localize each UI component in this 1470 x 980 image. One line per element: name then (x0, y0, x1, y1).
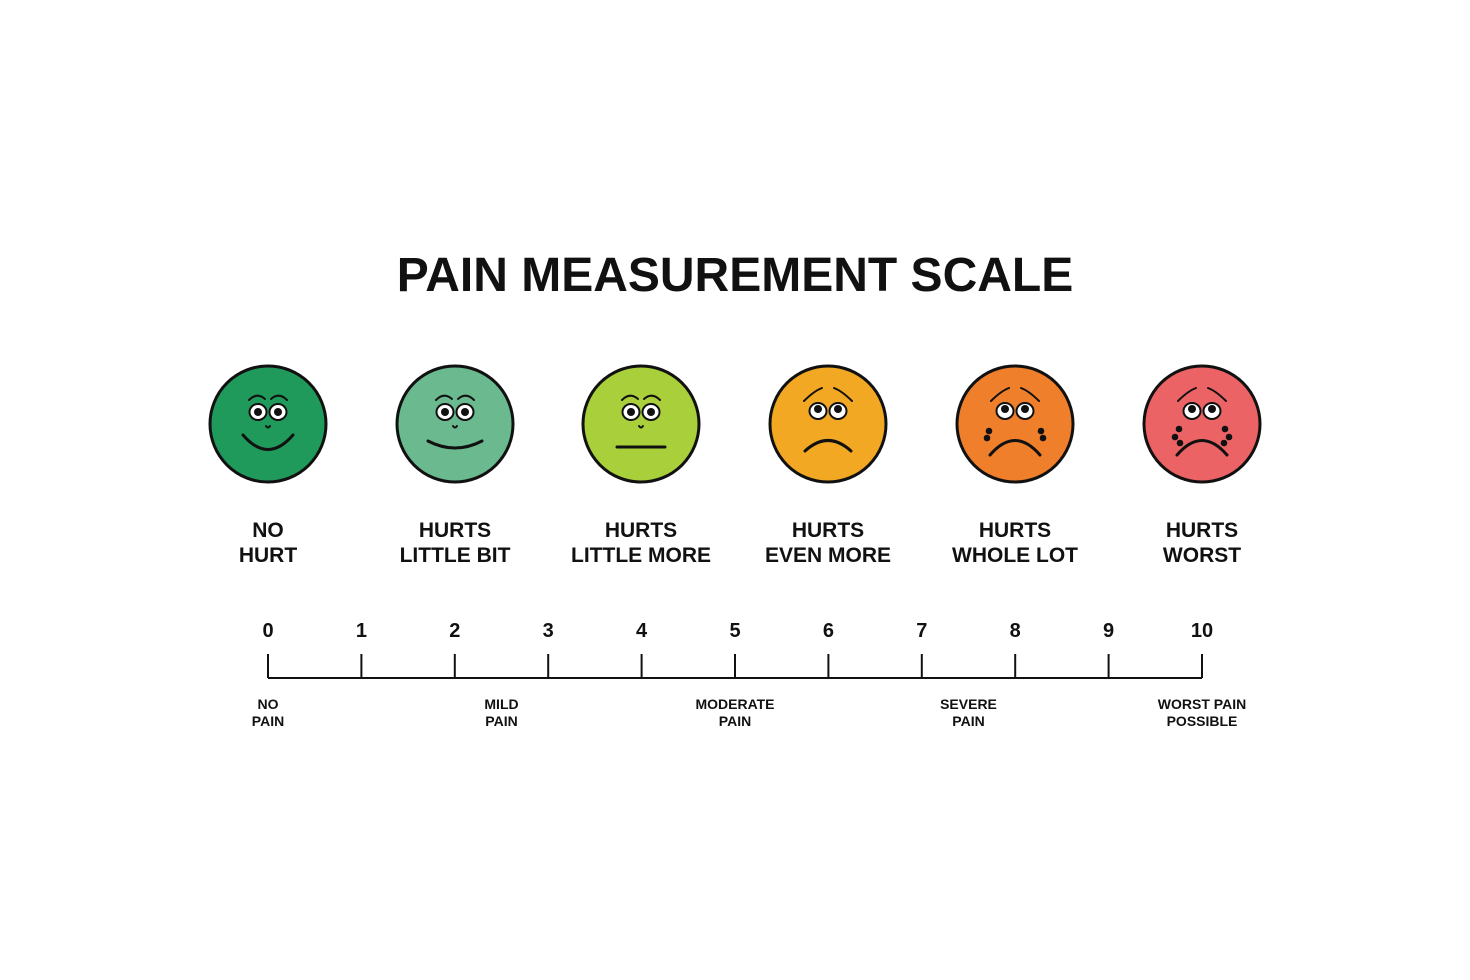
face-label-line1: HURTS (979, 519, 1051, 542)
pain-category-label-line2: PAIN (252, 713, 284, 729)
pain-category-label-line1: WORST PAIN (1158, 696, 1246, 712)
pupil (1021, 405, 1029, 413)
scale-tick-label: 5 (729, 620, 740, 642)
worried-face-icon (768, 364, 888, 484)
neutral-face-icon (581, 364, 701, 484)
pupil (814, 405, 822, 413)
mouth (988, 439, 1042, 457)
mouth (1175, 439, 1229, 457)
face-label-line2: HURT (239, 544, 297, 567)
tear-drop (1171, 433, 1179, 441)
pupil (1001, 405, 1009, 413)
tear-drop (1039, 434, 1047, 442)
scale-tick-label: 3 (543, 620, 554, 642)
scale-tick-label: 2 (449, 620, 460, 642)
pain-category-label-line2: PAIN (719, 713, 751, 729)
tear-drop (1225, 433, 1233, 441)
tear-drop (1221, 425, 1229, 433)
nose (452, 425, 458, 429)
tear-drop (985, 427, 993, 435)
pupil (834, 405, 842, 413)
nose (638, 425, 644, 429)
pain-category-label-line1: MILD (484, 696, 518, 712)
smiling-face-icon (208, 364, 328, 484)
scale-tick-label: 1 (356, 620, 367, 642)
scale-tick-label: 7 (916, 620, 927, 642)
slightly-smiling-face-icon (395, 364, 515, 484)
page-title: PAIN MEASUREMENT SCALE (397, 249, 1073, 302)
pupil (274, 408, 282, 416)
mouth (426, 439, 484, 450)
pupil (254, 408, 262, 416)
face-label-line1: NO (252, 519, 284, 542)
tear-drop (1220, 439, 1228, 447)
pain-category-label-line2: POSSIBLE (1167, 713, 1238, 729)
scale-tick-label: 6 (823, 620, 834, 642)
nose (265, 425, 271, 429)
eyebrows (1177, 387, 1227, 402)
scale-tick-label: 10 (1191, 620, 1213, 642)
pupil (1188, 405, 1196, 413)
pupil (627, 408, 635, 416)
face-circle (208, 364, 328, 484)
pupil (1208, 405, 1216, 413)
pain-category-label-line2: PAIN (952, 713, 984, 729)
pain-number-scale: 0 1 2 3 4 5 6 7 8 9 10NOPAINMILDPAINMODERATEPAINSE… (252, 620, 1246, 729)
face-label-line1: HURTS (605, 519, 677, 542)
face-label-line2: LITTLE MORE (571, 544, 711, 567)
tear-drop (1176, 439, 1184, 447)
face-label-line1: HURTS (792, 519, 864, 542)
tear-drop (1175, 425, 1183, 433)
scale-tick-label: 4 (636, 620, 648, 642)
eyebrows (435, 394, 475, 401)
pain-category-label-line2: PAIN (485, 713, 517, 729)
pupil (441, 408, 449, 416)
eyebrows (803, 387, 853, 402)
face-label-line2: WORST (1163, 544, 1241, 567)
crying-face-icon (1142, 364, 1262, 484)
eyebrows (990, 387, 1040, 402)
pupil (461, 408, 469, 416)
face-label-line2: EVEN MORE (765, 544, 891, 567)
mouth (803, 439, 853, 453)
face-circle (955, 364, 1075, 484)
face-label-line1: HURTS (419, 519, 491, 542)
face-circle (395, 364, 515, 484)
scale-tick-label: 8 (1010, 620, 1021, 642)
face-label-line2: LITTLE BIT (400, 544, 511, 567)
pain-category-label-line1: NO (258, 696, 279, 712)
face-circle (768, 364, 888, 484)
face-circle (581, 364, 701, 484)
eyebrows (248, 394, 288, 401)
pain-category-label-line1: MODERATE (695, 696, 774, 712)
tear-drop (1037, 427, 1045, 435)
eyebrows (621, 394, 661, 401)
face-circle (1142, 364, 1262, 484)
faces-row (208, 364, 1262, 484)
mouth (241, 433, 295, 451)
face-label-line1: HURTS (1166, 519, 1238, 542)
face-label-line2: WHOLE LOT (952, 544, 1078, 567)
pain-category-label-line1: SEVERE (940, 696, 997, 712)
tear-drop (983, 434, 991, 442)
pupil (647, 408, 655, 416)
sad-face-icon (955, 364, 1075, 484)
scale-tick-label: 0 (262, 620, 273, 642)
scale-tick-label: 9 (1103, 620, 1114, 642)
